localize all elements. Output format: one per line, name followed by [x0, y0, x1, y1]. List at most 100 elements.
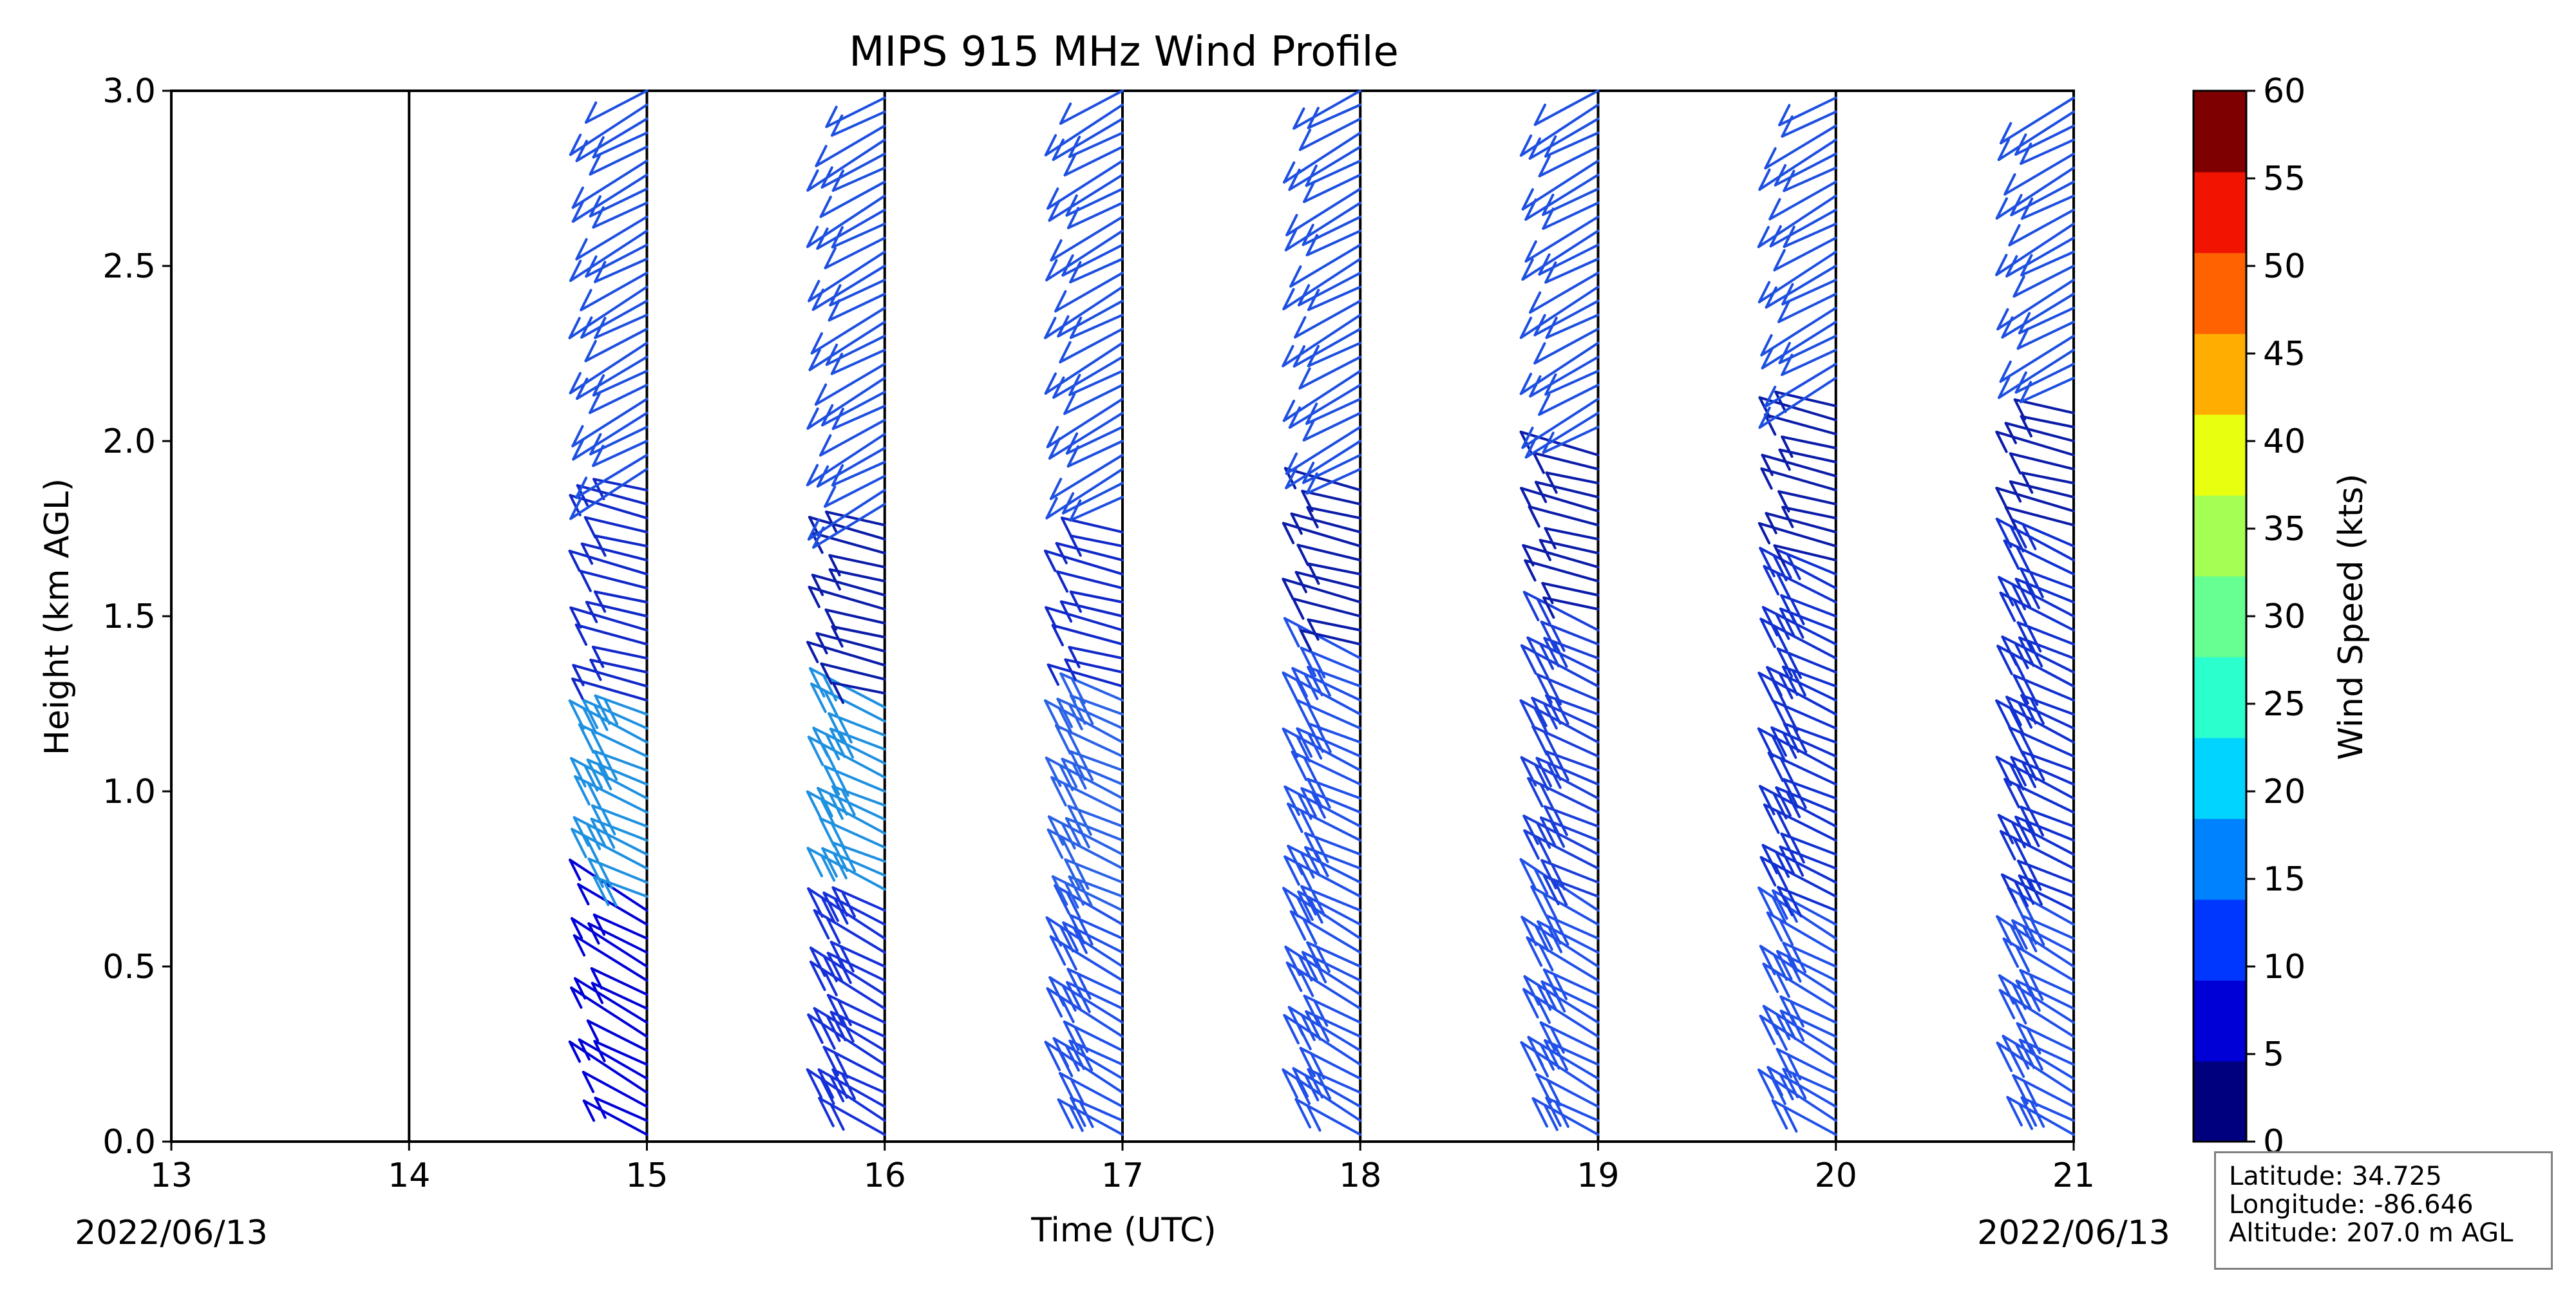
barb-flag [1044, 372, 1057, 395]
wind-barb [820, 662, 886, 685]
barb-flag [1998, 988, 2016, 1020]
wind-barb [1044, 285, 1124, 339]
barb-flag [1996, 915, 2012, 946]
barb-flag [1059, 672, 1076, 703]
wind-barb [1539, 1021, 1600, 1054]
barb-staff [1542, 187, 1600, 216]
barb-flag [1995, 699, 2012, 730]
barb-staff [830, 348, 886, 375]
barb-flag [577, 883, 590, 906]
wind-barb [812, 726, 886, 765]
wind-barb [2014, 578, 2075, 610]
colorbar-segment [2193, 899, 2246, 981]
barb-flag [1786, 1053, 1802, 1080]
barb-flag [829, 941, 847, 972]
barb-flag [820, 896, 836, 924]
barb-flag [1519, 316, 1533, 339]
barb-flag [578, 723, 595, 754]
wind-barb [1999, 830, 2075, 870]
barb-staff [1044, 549, 1124, 576]
barb-flag [2012, 997, 2027, 1025]
barb-flag [1543, 1104, 1558, 1131]
barb-flag [1535, 757, 1553, 787]
barb-flag [1531, 725, 1548, 756]
wind-barb [2016, 321, 2075, 350]
barb-flag [1553, 878, 1568, 906]
barb-flag [1539, 944, 1554, 972]
barb-flag [1282, 344, 1294, 368]
wind-barb [1067, 804, 1124, 836]
barb-flag [1316, 1072, 1332, 1100]
wind-barb [1777, 885, 1837, 918]
barb-staff [1538, 383, 1600, 416]
wind-barb [583, 516, 649, 539]
barb-staff [594, 534, 649, 548]
barb-flag [2003, 539, 2020, 570]
barb-flag [592, 913, 606, 936]
barb-staff [1545, 471, 1600, 485]
barb-flag [570, 757, 587, 787]
barb-flag [1064, 858, 1081, 889]
wind-barb [1995, 486, 2075, 513]
barb-staff [2014, 124, 2075, 156]
barb-flag [2016, 860, 2034, 891]
barb-flag [1549, 1026, 1565, 1054]
barb-staff [824, 475, 886, 508]
barb-staff [1298, 355, 1362, 390]
wind-barb [824, 475, 886, 508]
barb-flag [840, 1072, 857, 1100]
barb-flag [1997, 814, 2014, 845]
wind-barb [593, 590, 649, 613]
wind-barb [1064, 858, 1124, 890]
barb-flag [1311, 791, 1326, 819]
barb-staff [1307, 562, 1362, 576]
barb-flag [1540, 620, 1557, 652]
wind-barb [1296, 727, 1362, 760]
barb-staff [2010, 180, 2075, 216]
wind-barb [2008, 726, 2075, 759]
barb-flag [1044, 134, 1057, 156]
barb-flag [1553, 640, 1568, 668]
barb-flag [1770, 726, 1787, 757]
wind-barb [1519, 341, 1600, 395]
barb-flag [832, 852, 848, 880]
wind-barb [2020, 194, 2075, 220]
barb-flag [806, 790, 823, 821]
barb-flag [574, 775, 591, 806]
barb-flag [589, 391, 601, 415]
barb-staff [589, 426, 649, 456]
barb-flag [2008, 224, 2021, 247]
wind-barb [1541, 581, 1600, 605]
barb-flag [1519, 372, 1533, 395]
barb-staff [1290, 512, 1362, 534]
barb-flag [572, 664, 585, 686]
barb-staff [1761, 453, 1837, 478]
barb-staff [806, 138, 886, 192]
colorbar-tick-label: 15 [2263, 860, 2306, 899]
barb-staff [1542, 426, 1600, 454]
barb-staff [1294, 299, 1362, 339]
barb-flag [1520, 644, 1537, 675]
barb-staff [806, 641, 886, 667]
barb-flag [1761, 606, 1779, 637]
barb-flag [814, 383, 828, 406]
wind-barb [1777, 292, 1837, 323]
barb-flag [2001, 635, 2018, 666]
barb-flag [1542, 702, 1558, 730]
wind-barb [1757, 194, 1837, 249]
barb-flag [2004, 505, 2017, 529]
wind-barb [2005, 695, 2075, 730]
wind-barb [1545, 1096, 1600, 1128]
barb-staff [1757, 250, 1837, 304]
wind-barb [2020, 693, 2075, 725]
barb-flag [1046, 187, 1059, 210]
barb-flag [1296, 735, 1311, 762]
barb-flag [808, 279, 820, 303]
barb-flag [1764, 147, 1777, 170]
colorbar-label: Wind Speed (kts) [2332, 474, 2371, 760]
barb-flag [833, 1051, 849, 1079]
barb-flag [1763, 386, 1777, 408]
barb-flag [592, 876, 610, 907]
wind-barb [1773, 236, 1837, 272]
barb-staff [1778, 96, 1837, 127]
